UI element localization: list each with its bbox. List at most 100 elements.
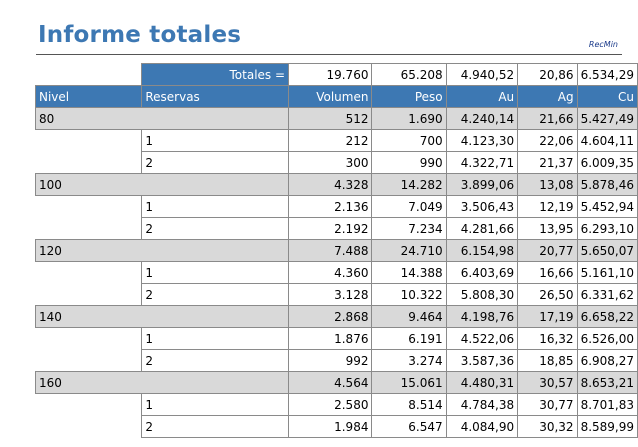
level-reserva-empty: [141, 107, 290, 130]
level-cell: 160: [34, 371, 142, 394]
level-row: 140 2.868 9.464 4.198,76 17,19 6.658,22: [34, 305, 638, 328]
reserve-indent: [35, 349, 143, 372]
reserve-au-cell: 5.808,30: [445, 283, 519, 306]
level-cell: 100: [34, 173, 142, 196]
reserve-row: 2 300 990 4.322,71 21,37 6.009,35: [35, 151, 638, 174]
reserve-volumen-cell: 300: [288, 151, 373, 174]
reserve-row: 1 1.876 6.191 4.522,06 16,32 6.526,00: [35, 327, 638, 350]
totals-table: Totales = 19.760 65.208 4.940,52 20,86 6…: [34, 63, 638, 438]
reserve-row: 2 992 3.274 3.587,36 18,85 6.908,27: [35, 349, 638, 372]
reserve-ag-cell: 18,85: [517, 349, 578, 372]
level-ag-cell: 20,77: [517, 239, 578, 262]
level-reserva-empty: [141, 371, 290, 394]
reserve-ag-cell: 16,66: [517, 261, 578, 284]
col-header-volumen: Volumen: [288, 85, 373, 108]
reserve-row: 1 212 700 4.123,30 22,06 4.604,11: [35, 129, 638, 152]
level-cell: 120: [34, 239, 142, 262]
level-cu-cell: 5.427,49: [576, 107, 638, 130]
reserve-indent: [35, 327, 143, 350]
level-reserva-empty: [141, 239, 290, 262]
reserve-cu-cell: 6.009,35: [576, 151, 638, 174]
reserve-volumen-cell: 2.192: [288, 217, 373, 240]
col-header-nivel: Nivel: [34, 85, 143, 108]
reserve-ag-cell: 21,37: [517, 151, 578, 174]
reserve-peso-cell: 3.274: [371, 349, 447, 372]
level-volumen-cell: 512: [288, 107, 373, 130]
reserve-indent: [35, 261, 143, 284]
reserve-indent: [35, 151, 143, 174]
reserve-volumen-cell: 2.580: [288, 393, 373, 416]
reserve-ag-cell: 13,95: [517, 217, 578, 240]
report-title: Informe totales: [38, 22, 242, 48]
reserve-cu-cell: 6.331,62: [576, 283, 638, 306]
reserve-cu-cell: 4.604,11: [576, 129, 638, 152]
reserve-id-cell: 1: [141, 129, 290, 152]
reserve-au-cell: 4.784,38: [445, 393, 519, 416]
reserve-au-cell: 4.522,06: [445, 327, 519, 350]
reserve-peso-cell: 10.322: [371, 283, 447, 306]
reserve-peso-cell: 6.191: [371, 327, 447, 350]
reserve-peso-cell: 700: [371, 129, 447, 152]
level-ag-cell: 13,08: [517, 173, 578, 196]
total-au: 4.940,52: [445, 63, 519, 86]
col-header-cu: Cu: [576, 85, 638, 108]
level-peso-cell: 9.464: [371, 305, 447, 328]
level-au-cell: 3.899,06: [445, 173, 519, 196]
level-au-cell: 4.240,14: [445, 107, 519, 130]
reserve-au-cell: 4.281,66: [445, 217, 519, 240]
reserve-peso-cell: 8.514: [371, 393, 447, 416]
level-ag-cell: 21,66: [517, 107, 578, 130]
level-reserva-empty: [141, 305, 290, 328]
col-header-reservas: Reservas: [141, 85, 290, 108]
reserve-ag-cell: 30,32: [517, 415, 578, 438]
reserve-indent: [35, 195, 143, 218]
reserve-row: 2 2.192 7.234 4.281,66 13,95 6.293,10: [35, 217, 638, 240]
level-cu-cell: 8.653,21: [576, 371, 638, 394]
reserve-indent: [35, 283, 143, 306]
reserve-peso-cell: 7.234: [371, 217, 447, 240]
reserve-ag-cell: 12,19: [517, 195, 578, 218]
level-row: 160 4.564 15.061 4.480,31 30,57 8.653,21: [34, 371, 638, 394]
level-cu-cell: 5.878,46: [576, 173, 638, 196]
reserve-ag-cell: 26,50: [517, 283, 578, 306]
reserve-peso-cell: 990: [371, 151, 447, 174]
reserve-id-cell: 2: [141, 349, 290, 372]
level-row: 120 7.488 24.710 6.154,98 20,77 5.650,07: [34, 239, 638, 262]
level-peso-cell: 14.282: [371, 173, 447, 196]
col-header-au: Au: [445, 85, 519, 108]
level-au-cell: 6.154,98: [445, 239, 519, 262]
reserve-row: 1 4.360 14.388 6.403,69 16,66 5.161,10: [35, 261, 638, 284]
col-header-ag: Ag: [517, 85, 578, 108]
level-au-cell: 4.198,76: [445, 305, 519, 328]
level-ag-cell: 17,19: [517, 305, 578, 328]
level-peso-cell: 1.690: [371, 107, 447, 130]
reserve-cu-cell: 5.161,10: [576, 261, 638, 284]
reserve-peso-cell: 14.388: [371, 261, 447, 284]
level-cell: 80: [34, 107, 142, 130]
reserve-cu-cell: 6.908,27: [576, 349, 638, 372]
total-peso: 65.208: [371, 63, 447, 86]
reserve-peso-cell: 7.049: [371, 195, 447, 218]
level-cu-cell: 6.658,22: [576, 305, 638, 328]
level-cu-cell: 5.650,07: [576, 239, 638, 262]
brand-label: RecMin: [588, 40, 618, 49]
level-peso-cell: 24.710: [371, 239, 447, 262]
reserve-row: 1 2.580 8.514 4.784,38 30,77 8.701,83: [35, 393, 638, 416]
level-row: 80 512 1.690 4.240,14 21,66 5.427,49: [34, 107, 638, 130]
reserve-cu-cell: 8.589,99: [576, 415, 638, 438]
level-cell: 140: [34, 305, 142, 328]
reserve-cu-cell: 5.452,94: [576, 195, 638, 218]
reserve-id-cell: 2: [141, 283, 290, 306]
level-volumen-cell: 7.488: [288, 239, 373, 262]
total-cu: 6.534,29: [576, 63, 638, 86]
reserve-volumen-cell: 3.128: [288, 283, 373, 306]
reserve-volumen-cell: 4.360: [288, 261, 373, 284]
totals-row: Totales = 19.760 65.208 4.940,52 20,86 6…: [36, 63, 638, 86]
reserve-id-cell: 2: [141, 217, 290, 240]
reserve-indent: [35, 129, 143, 152]
reserve-indent: [35, 217, 143, 240]
reserve-id-cell: 1: [141, 261, 290, 284]
reserve-volumen-cell: 2.136: [288, 195, 373, 218]
reserve-ag-cell: 30,77: [517, 393, 578, 416]
reserve-row: 2 3.128 10.322 5.808,30 26,50 6.331,62: [35, 283, 638, 306]
